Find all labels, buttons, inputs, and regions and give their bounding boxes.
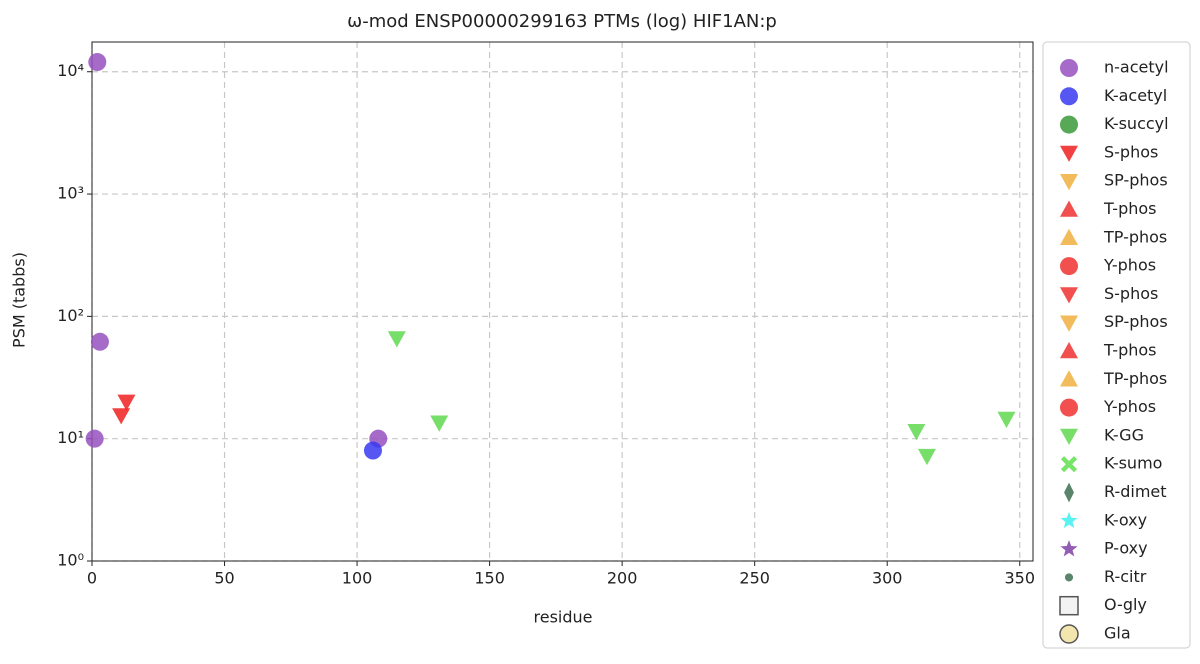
point [363, 441, 382, 460]
point [90, 332, 109, 351]
legend-marker [1060, 87, 1078, 106]
legend-label: K-GG [1104, 425, 1144, 444]
legend-marker [1064, 573, 1074, 582]
point [112, 408, 131, 425]
legend-label: P-oxy [1104, 539, 1148, 558]
y-tick-label: 10¹ [57, 428, 84, 447]
legend-label: Gla [1104, 624, 1131, 643]
legend-label: K-sumo [1104, 454, 1162, 473]
legend-marker [1060, 398, 1078, 417]
legend-marker [1060, 456, 1078, 473]
x-tick-label: 0 [87, 569, 97, 588]
x-tick-label: 150 [474, 569, 505, 588]
legend-marker [1060, 428, 1078, 445]
point [117, 394, 136, 411]
legend-label: TP-phos [1103, 369, 1167, 388]
legend-marker [1059, 595, 1079, 616]
point [907, 424, 926, 441]
chart-title: ω-mod ENSP00000299163 PTMs (log) HIF1AN:… [347, 11, 777, 32]
y-tick-label: 10³ [57, 184, 84, 203]
legend-label: Y-phos [1103, 256, 1156, 275]
point [85, 429, 104, 448]
legend-box [1042, 41, 1191, 649]
x-axis-label: residue [534, 608, 593, 627]
legend-marker [1059, 624, 1079, 644]
legend-marker [1060, 145, 1078, 162]
legend-label: K-oxy [1104, 510, 1147, 529]
legend-label: R-citr [1104, 567, 1147, 586]
x-tick-label: 50 [214, 569, 234, 588]
legend-marker [1060, 200, 1078, 217]
legend-label: S-phos [1104, 284, 1158, 303]
legend-label: SP-phos [1104, 171, 1168, 190]
x-tick-label: 250 [739, 569, 770, 588]
legend-marker [1064, 482, 1074, 503]
legend-marker [1060, 315, 1078, 332]
legend-label: Y-phos [1103, 397, 1156, 416]
x-tick-label: 100 [342, 569, 373, 588]
legend-marker [1060, 257, 1078, 276]
legend-marker [1060, 540, 1078, 557]
legend-marker [1060, 59, 1078, 77]
legend-label: K-acetyl [1104, 86, 1167, 105]
point [430, 415, 449, 432]
legend-label: K-succyl [1104, 114, 1169, 133]
legend-label: n-acetyl [1104, 58, 1169, 77]
y-axis-label: PSM (tabbs) [10, 252, 29, 348]
x-tick-label: 200 [607, 569, 638, 588]
legend-label: TP-phos [1103, 227, 1167, 246]
legend-label: T-phos [1103, 199, 1157, 218]
legend-marker [1060, 287, 1078, 304]
legend-label: SP-phos [1104, 312, 1168, 331]
legend-marker [1060, 370, 1078, 387]
legend-marker [1060, 342, 1078, 359]
y-tick-label: 10² [57, 306, 84, 325]
x-tick-label: 350 [1004, 569, 1035, 588]
legend-marker [1060, 228, 1078, 245]
x-tick-label: 300 [872, 569, 903, 588]
y-tick-label: 10⁰ [57, 551, 84, 570]
legend-marker [1060, 115, 1078, 134]
legend-label: R-dimet [1104, 482, 1167, 501]
point [997, 411, 1016, 428]
y-tick-label: 10⁴ [57, 61, 84, 80]
legend-label: S-phos [1104, 142, 1158, 161]
point [387, 331, 406, 348]
point [88, 53, 107, 72]
legend-marker [1060, 511, 1078, 529]
legend-label: T-phos [1103, 341, 1157, 360]
point [917, 448, 936, 466]
plot-frame [91, 41, 1034, 562]
legend-label: O-gly [1104, 595, 1147, 614]
legend-marker [1060, 174, 1078, 191]
